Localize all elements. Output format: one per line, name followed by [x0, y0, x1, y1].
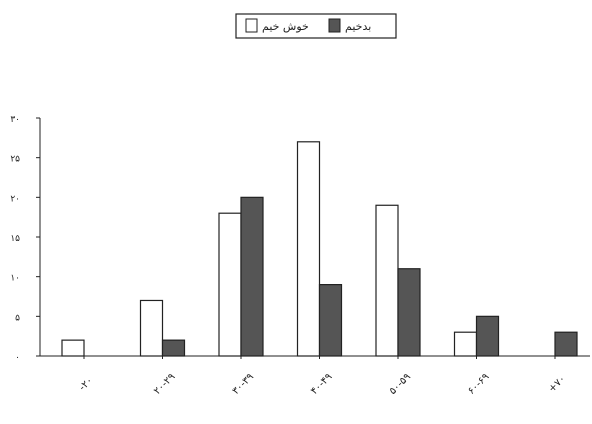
legend-label-malignant: بدخیم	[345, 20, 371, 33]
bar-malignant	[318, 284, 343, 357]
legend-swatch-malignant	[328, 18, 341, 33]
legend: خوش خیم بدخیم	[235, 13, 397, 39]
y-tick-label: ۲۵	[10, 155, 20, 165]
legend-box	[235, 13, 397, 39]
bar-malignant	[161, 339, 186, 357]
bar-malignant	[240, 196, 264, 357]
y-tick-label: ۰	[15, 353, 20, 363]
legend-label-benign: خوش خیم	[262, 20, 309, 33]
y-tick-label: ۱۵	[10, 234, 20, 244]
x-tick-label: ۴۰-۴۹	[309, 371, 335, 397]
x-tick-label: ۳۰-۳۹	[230, 371, 256, 397]
bar-malignant	[554, 331, 578, 357]
x-axis-labels: -۲۰ ۲۰-۲۹ ۳۰-۳۹ ۴۰-۴۹ ۵۰-۵۹ ۶۰-۶۹ +۷۰	[77, 356, 568, 397]
bar-benign	[218, 212, 242, 357]
bar-malignant	[397, 268, 421, 357]
y-tick-label: ۱۰	[10, 274, 20, 284]
y-tick-label: ۲۰	[10, 194, 20, 204]
bars	[61, 141, 578, 357]
y-axis-ticks: ۰ ۵ ۱۰ ۱۵ ۲۰ ۲۵ ۳۰	[10, 115, 40, 363]
bar-benign	[61, 339, 85, 357]
legend-swatch-benign	[245, 18, 258, 33]
bar-malignant	[475, 315, 500, 357]
y-tick-label: ۵	[15, 313, 20, 323]
x-tick-label: ۶۰-۶۹	[466, 371, 492, 397]
bar-benign	[296, 141, 321, 357]
bar-benign	[453, 331, 478, 357]
x-tick-label: ۵۰-۵۹	[387, 371, 413, 397]
x-tick-label: +۷۰	[547, 374, 568, 395]
x-tick-label: ۲۰-۲۹	[152, 371, 178, 397]
bar-benign	[139, 299, 164, 357]
y-tick-label: ۳۰	[10, 115, 20, 125]
x-tick-label: -۲۰	[77, 375, 95, 393]
bar-benign	[375, 204, 399, 357]
